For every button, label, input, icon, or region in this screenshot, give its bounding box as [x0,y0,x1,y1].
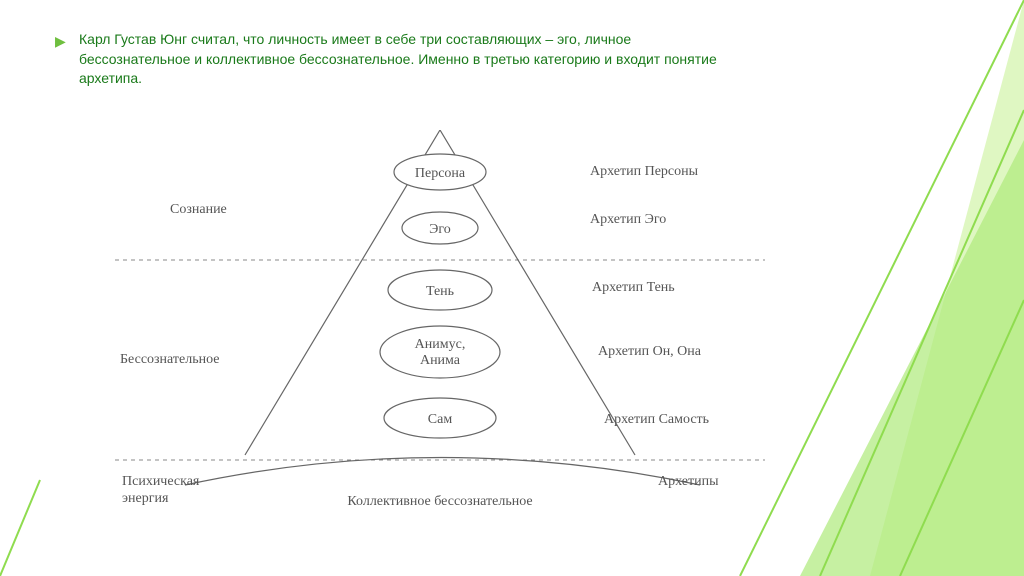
bullet-icon: ▶ [55,32,66,52]
slide-content: ▶ Карл Густав Юнг считал, что личность и… [55,30,984,89]
svg-text:Эго: Эго [429,222,451,237]
ellipse-ego: Эго [402,212,478,244]
svg-text:Анима: Анима [420,353,461,368]
ellipse-animus-anima: Анимус, Анима [380,326,500,378]
svg-text:Анимус,: Анимус, [415,337,466,352]
ellipse-self: Сам [384,398,496,438]
diagram-svg: Персона Эго Тень Анимус, Анима Сам [110,130,770,530]
right-label-on-ona: Архетип Он, Она [598,344,701,360]
ellipse-persona: Персона [394,154,486,190]
right-label-persona: Архетип Персоны [590,164,698,180]
right-label-ego: Архетип Эго [590,212,666,228]
right-label-archetypes: Архетипы [658,474,718,490]
bottom-label-collective: Коллективное бессознательное [347,494,532,510]
intro-text: Карл Густав Юнг считал, что личность име… [79,31,717,86]
svg-text:Тень: Тень [426,284,454,299]
base-curve [185,458,700,486]
left-label-psychic-energy: Психическаяэнергия [122,474,199,508]
right-label-self: Архетип Самость [604,412,709,428]
left-label-consciousness: Сознание [170,202,227,218]
right-label-shadow: Архетип Тень [592,280,675,296]
svg-text:Сам: Сам [428,412,453,427]
ellipse-shadow: Тень [388,270,492,310]
svg-text:Персона: Персона [415,166,466,181]
intro-paragraph: ▶ Карл Густав Юнг считал, что личность и… [55,30,719,89]
jung-pyramid-diagram: Персона Эго Тень Анимус, Анима Сам Созна… [110,130,770,530]
left-label-unconscious: Бессознательное [120,352,219,368]
